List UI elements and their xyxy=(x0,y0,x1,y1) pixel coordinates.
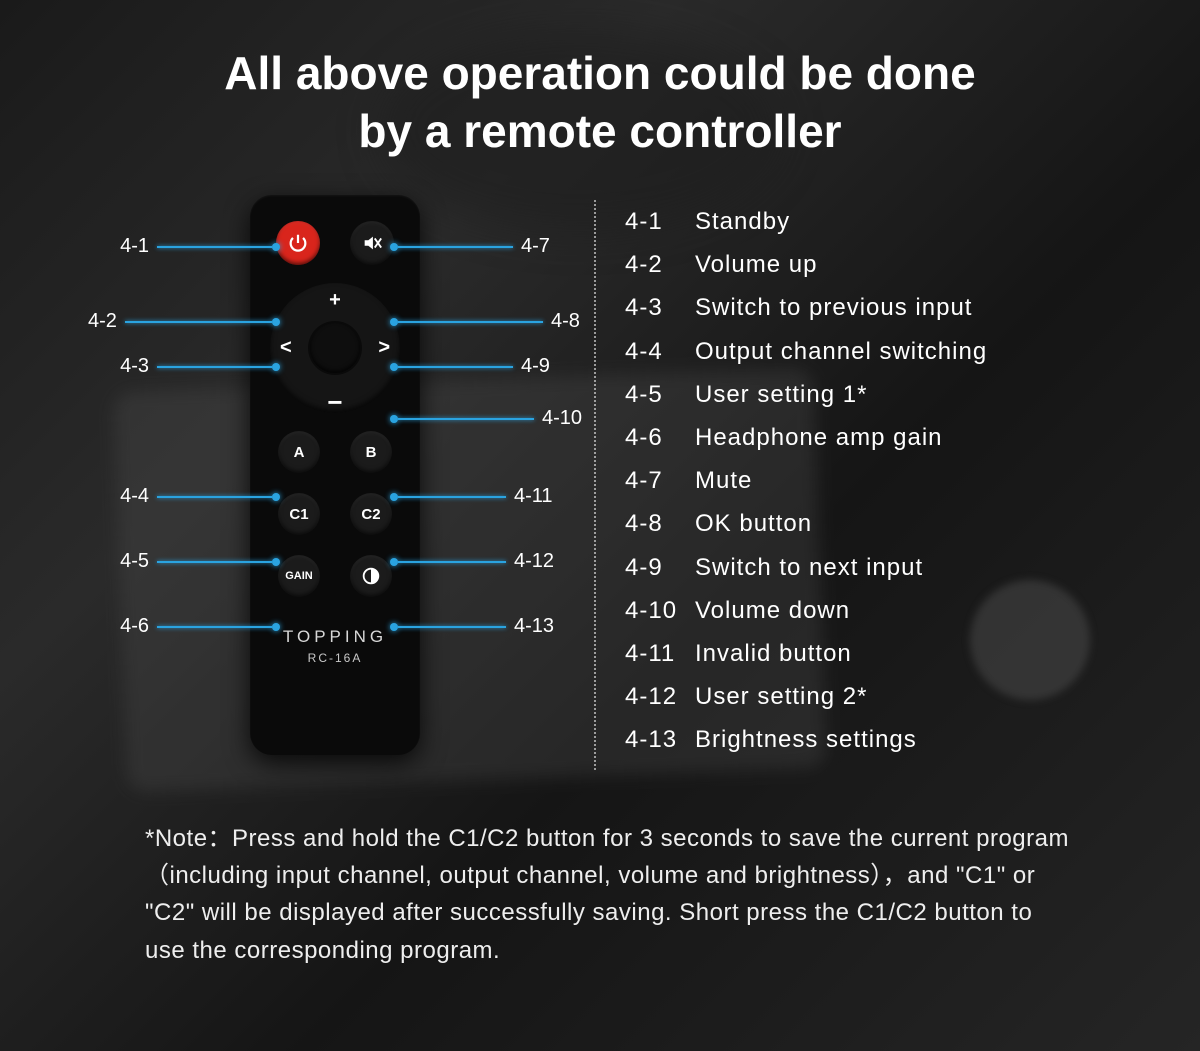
ok-button[interactable] xyxy=(310,323,360,373)
c2-button[interactable]: C2 xyxy=(350,493,392,535)
legend-num: 4-11 xyxy=(625,632,695,675)
callout-label: 4-1 xyxy=(112,235,157,258)
power-button[interactable] xyxy=(276,221,320,265)
callout-label: 4-10 xyxy=(534,407,590,430)
legend-text: User setting 2* xyxy=(695,683,867,710)
callout-label: 4-6 xyxy=(112,615,157,638)
legend-text: Standby xyxy=(695,208,790,235)
mute-button[interactable] xyxy=(350,221,394,265)
legend-row: 4-3Switch to previous input xyxy=(625,286,1165,329)
gain-button[interactable]: GAIN xyxy=(278,555,320,597)
footnote: *Note：Press and hold the C1/C2 button fo… xyxy=(145,820,1075,969)
legend-num: 4-12 xyxy=(625,675,695,718)
legend-text: User setting 1* xyxy=(695,381,867,408)
legend-text: Volume down xyxy=(695,597,850,624)
legend-row: 4-4Output channel switching xyxy=(625,330,1165,373)
c1-button[interactable]: C1 xyxy=(278,493,320,535)
brightness-icon xyxy=(360,565,382,587)
volume-down-button[interactable]: − xyxy=(327,397,342,407)
power-icon xyxy=(287,232,309,254)
legend-text: Switch to next input xyxy=(695,554,923,581)
legend-text: Volume up xyxy=(695,251,817,278)
callout-label: 4-11 xyxy=(506,485,561,508)
legend-row: 4-12User setting 2* xyxy=(625,675,1165,718)
legend-num: 4-9 xyxy=(625,546,695,589)
legend-row: 4-6Headphone amp gain xyxy=(625,416,1165,459)
vertical-divider xyxy=(594,200,596,770)
callout-4-13: 4-13 xyxy=(390,615,590,638)
legend-num: 4-8 xyxy=(625,502,695,545)
next-input-button[interactable]: > xyxy=(378,337,390,360)
callout-4-11: 4-11 xyxy=(390,485,590,508)
callout-4-9: 4-9 xyxy=(390,355,590,378)
legend-row: 4-1Standby xyxy=(625,200,1165,243)
callout-label: 4-13 xyxy=(506,615,562,638)
callout-4-12: 4-12 xyxy=(390,550,590,573)
legend-text: Mute xyxy=(695,467,752,494)
legend-text: Invalid button xyxy=(695,640,852,667)
page-title: All above operation could be done by a r… xyxy=(0,45,1200,160)
callout-label: 4-12 xyxy=(506,550,562,573)
dpad: + − < > xyxy=(270,283,400,413)
legend-num: 4-4 xyxy=(625,330,695,373)
callout-label: 4-2 xyxy=(80,310,125,333)
callout-label: 4-4 xyxy=(112,485,157,508)
a-button[interactable]: A xyxy=(278,431,320,473)
legend-num: 4-13 xyxy=(625,718,695,761)
callout-label: 4-9 xyxy=(513,355,558,378)
prev-input-button[interactable]: < xyxy=(280,337,292,360)
legend-text: Headphone amp gain xyxy=(695,424,943,451)
title-line-1: All above operation could be done xyxy=(0,45,1200,103)
legend-text: Switch to previous input xyxy=(695,294,972,321)
callout-4-2: 4-2 xyxy=(80,310,280,333)
remote-body: + − < > A B C1 C2 GAIN TOPPING RC-16A xyxy=(250,195,420,755)
callout-label: 4-8 xyxy=(543,310,588,333)
legend-num: 4-10 xyxy=(625,589,695,632)
volume-up-button[interactable]: + xyxy=(329,289,341,312)
legend-num: 4-5 xyxy=(625,373,695,416)
legend-num: 4-2 xyxy=(625,243,695,286)
legend-num: 4-3 xyxy=(625,286,695,329)
callout-label: 4-5 xyxy=(112,550,157,573)
callout-4-4: 4-4 xyxy=(80,485,280,508)
remote-model: RC-16A xyxy=(250,651,420,665)
legend-row: 4-7Mute xyxy=(625,459,1165,502)
b-button[interactable]: B xyxy=(350,431,392,473)
remote-diagram: + − < > A B C1 C2 GAIN TOPPING RC-16A xyxy=(80,195,580,775)
callout-4-3: 4-3 xyxy=(80,355,280,378)
legend-text: Output channel switching xyxy=(695,338,987,365)
brightness-button[interactable] xyxy=(350,555,392,597)
legend-row: 4-8OK button xyxy=(625,502,1165,545)
callout-4-8: 4-8 xyxy=(390,310,590,333)
legend-num: 4-6 xyxy=(625,416,695,459)
legend-row: 4-2Volume up xyxy=(625,243,1165,286)
callout-4-5: 4-5 xyxy=(80,550,280,573)
legend-text: OK button xyxy=(695,510,812,537)
callout-4-6: 4-6 xyxy=(80,615,280,638)
mute-icon xyxy=(361,232,383,254)
legend-row: 4-10Volume down xyxy=(625,589,1165,632)
callout-4-10: 4-10 xyxy=(390,407,590,430)
legend-list: 4-1Standby4-2Volume up4-3Switch to previ… xyxy=(625,200,1165,761)
legend-num: 4-1 xyxy=(625,200,695,243)
legend-row: 4-11Invalid button xyxy=(625,632,1165,675)
legend-num: 4-7 xyxy=(625,459,695,502)
title-line-2: by a remote controller xyxy=(0,103,1200,161)
callout-4-1: 4-1 xyxy=(80,235,280,258)
legend-row: 4-13Brightness settings xyxy=(625,718,1165,761)
callout-4-7: 4-7 xyxy=(390,235,590,258)
legend-text: Brightness settings xyxy=(695,726,917,753)
callout-label: 4-7 xyxy=(513,235,558,258)
legend-row: 4-5User setting 1* xyxy=(625,373,1165,416)
legend-row: 4-9Switch to next input xyxy=(625,546,1165,589)
callout-label: 4-3 xyxy=(112,355,157,378)
